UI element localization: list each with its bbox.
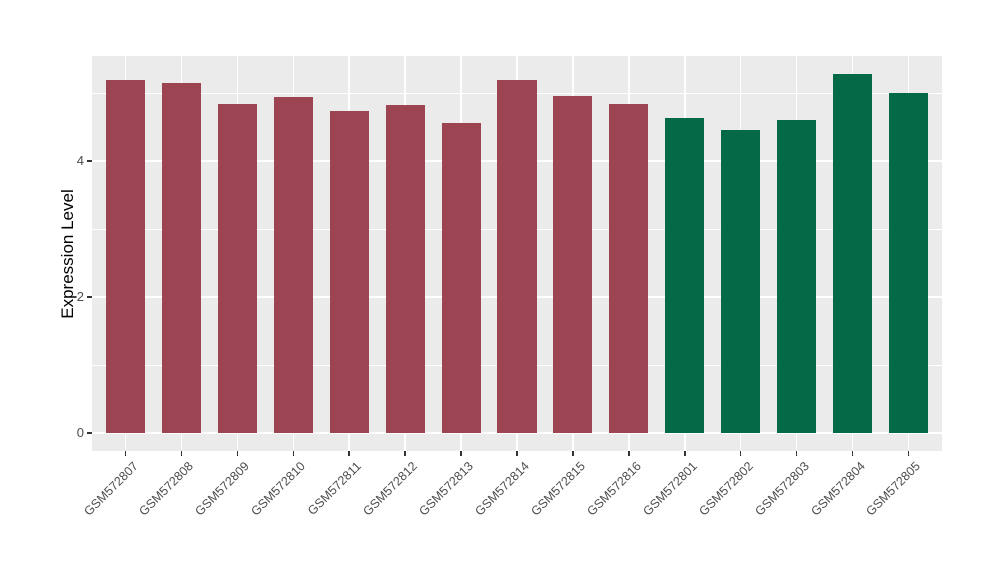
bar-GSM572804: [832, 73, 873, 433]
x-tick-mark-GSM572815: [572, 451, 574, 456]
x-tick-label-GSM572814: GSM572814: [472, 459, 532, 519]
bar-GSM572805: [888, 93, 929, 433]
y-tick-mark-0: [87, 432, 92, 434]
x-tick-label-GSM572802: GSM572802: [696, 459, 756, 519]
bar-GSM572802: [721, 129, 761, 433]
x-tick-mark-GSM572809: [236, 451, 239, 456]
bar-GSM572809: [217, 103, 257, 433]
x-tick-label-GSM572811: GSM572811: [305, 459, 365, 518]
x-tick-label-GSM572807: GSM572807: [80, 459, 141, 519]
x-tick-mark-GSM572811: [348, 451, 350, 456]
x-tick-mark-GSM572804: [851, 451, 854, 456]
x-tick-label-GSM572816: GSM572816: [584, 459, 644, 519]
x-tick-mark-GSM572812: [404, 451, 406, 456]
bar-GSM572812: [385, 104, 425, 433]
bar-GSM572811: [329, 110, 369, 433]
x-tick-label-GSM572810: GSM572810: [248, 459, 309, 519]
bar-GSM572814: [497, 80, 537, 433]
x-tick-mark-GSM572808: [180, 451, 183, 456]
bar-GSM572808: [161, 83, 202, 433]
y-tick-mark-2: [87, 296, 92, 298]
bar-GSM572815: [553, 95, 593, 433]
x-tick-mark-GSM572803: [795, 451, 798, 456]
x-tick-label-GSM572813: GSM572813: [416, 459, 476, 519]
x-tick-label-GSM572809: GSM572809: [192, 459, 253, 519]
plot-panel: [92, 56, 942, 451]
x-tick-mark-GSM572813: [460, 451, 462, 456]
bar-GSM572807: [105, 80, 146, 433]
x-tick-mark-GSM572805: [907, 451, 910, 456]
x-tick-mark-GSM572807: [124, 451, 127, 456]
bar-GSM572813: [441, 122, 481, 433]
x-tick-label-GSM572803: GSM572803: [751, 459, 812, 519]
y-tick-mark-4: [87, 160, 92, 162]
x-tick-mark-GSM572802: [739, 451, 742, 456]
bar-GSM572816: [609, 103, 649, 433]
x-tick-label-GSM572808: GSM572808: [136, 459, 197, 519]
y-tick-label-4: 4: [76, 153, 84, 168]
bar-GSM572810: [273, 97, 313, 433]
bar-GSM572801: [665, 118, 705, 433]
x-tick-label-GSM572805: GSM572805: [863, 459, 924, 519]
x-tick-mark-GSM572816: [628, 451, 630, 456]
x-tick-label-GSM572815: GSM572815: [528, 459, 588, 519]
x-tick-mark-GSM572801: [684, 451, 686, 456]
x-tick-mark-GSM572814: [516, 451, 518, 456]
y-tick-label-2: 2: [76, 289, 84, 304]
x-tick-label-GSM572801: GSM572801: [640, 459, 700, 519]
x-tick-mark-GSM572810: [292, 451, 295, 456]
x-tick-label-GSM572812: GSM572812: [360, 459, 421, 519]
bar-GSM572803: [777, 120, 817, 433]
y-tick-label-0: 0: [76, 425, 84, 440]
x-tick-label-GSM572804: GSM572804: [807, 459, 868, 519]
